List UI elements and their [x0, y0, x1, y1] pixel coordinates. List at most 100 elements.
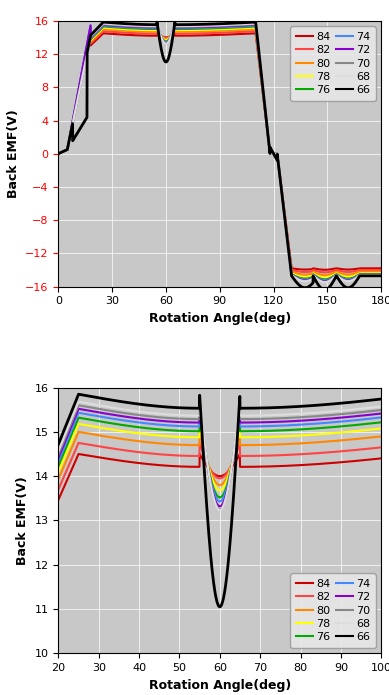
80 — [76, 427, 81, 436]
68 — [56, 149, 61, 158]
70 — [322, 277, 327, 286]
Line: 74: 74 — [0, 413, 389, 695]
70 — [101, 20, 105, 28]
74 — [131, 418, 136, 426]
72 — [131, 414, 136, 422]
80 — [379, 268, 384, 276]
72 — [179, 418, 183, 426]
78 — [322, 274, 327, 282]
66 — [322, 286, 327, 294]
Line: 68: 68 — [0, 402, 389, 695]
66 — [125, 19, 130, 28]
78 — [131, 429, 136, 437]
68 — [76, 398, 81, 406]
66 — [56, 149, 61, 158]
76 — [146, 25, 151, 33]
74 — [125, 23, 130, 31]
Line: 66: 66 — [58, 22, 381, 290]
66 — [179, 404, 183, 412]
82 — [131, 448, 136, 456]
76 — [125, 24, 130, 33]
70 — [257, 53, 262, 61]
68 — [379, 271, 384, 279]
Line: 74: 74 — [58, 26, 381, 280]
76 — [251, 22, 256, 31]
68 — [349, 277, 353, 285]
78 — [379, 269, 384, 277]
78 — [257, 56, 262, 64]
Line: 82: 82 — [58, 31, 381, 272]
80 — [125, 26, 130, 35]
82 — [379, 265, 384, 274]
70 — [349, 277, 353, 285]
84 — [379, 264, 384, 272]
82 — [76, 439, 81, 447]
Line: 80: 80 — [58, 29, 381, 275]
Line: 72: 72 — [58, 25, 381, 281]
70 — [56, 149, 61, 158]
Line: 78: 78 — [0, 424, 389, 695]
72 — [101, 21, 105, 29]
76 — [131, 423, 136, 431]
84 — [257, 60, 262, 68]
70 — [251, 20, 256, 28]
72 — [125, 22, 130, 31]
66 — [379, 272, 384, 280]
66 — [101, 18, 105, 26]
74 — [76, 409, 81, 417]
78 — [349, 272, 353, 281]
70 — [131, 410, 136, 418]
82 — [379, 265, 384, 274]
80 — [146, 27, 151, 35]
72 — [379, 270, 384, 279]
66 — [257, 51, 262, 60]
78 — [76, 420, 81, 428]
76 — [379, 270, 384, 278]
68 — [131, 407, 136, 415]
72 — [146, 23, 151, 31]
Line: 72: 72 — [0, 409, 389, 695]
84 — [179, 462, 183, 471]
66 — [251, 18, 256, 26]
68 — [101, 19, 105, 28]
84 — [349, 265, 353, 274]
72 — [76, 404, 81, 413]
Line: 78: 78 — [58, 28, 381, 278]
Line: 84: 84 — [58, 33, 381, 270]
Line: 68: 68 — [58, 24, 381, 282]
Line: 70: 70 — [0, 405, 389, 695]
74 — [146, 24, 151, 32]
80 — [179, 441, 183, 449]
74 — [179, 422, 183, 430]
Line: 80: 80 — [0, 432, 389, 695]
76 — [76, 414, 81, 422]
X-axis label: Rotation Angle(deg): Rotation Angle(deg) — [149, 678, 291, 692]
X-axis label: Rotation Angle(deg): Rotation Angle(deg) — [149, 312, 291, 325]
80 — [349, 270, 353, 279]
76 — [349, 274, 353, 282]
84 — [322, 265, 327, 274]
84 — [125, 31, 130, 39]
66 — [349, 283, 353, 291]
Y-axis label: Back EMF(V): Back EMF(V) — [7, 109, 19, 198]
82 — [101, 27, 105, 35]
80 — [322, 271, 327, 279]
66 — [146, 20, 151, 28]
78 — [56, 149, 61, 158]
76 — [56, 149, 61, 158]
68 — [257, 52, 262, 60]
66 — [379, 272, 384, 280]
76 — [257, 55, 262, 63]
Line: 82: 82 — [0, 443, 389, 695]
84 — [56, 149, 61, 158]
72 — [56, 149, 61, 158]
80 — [379, 268, 384, 276]
68 — [322, 278, 327, 286]
68 — [379, 271, 384, 279]
80 — [251, 25, 256, 33]
82 — [146, 29, 151, 38]
76 — [179, 427, 183, 435]
Line: 70: 70 — [58, 24, 381, 281]
78 — [179, 433, 183, 441]
Legend: 84, 82, 80, 78, 76, 74, 72, 70, 68, 66: 84, 82, 80, 78, 76, 74, 72, 70, 68, 66 — [291, 26, 376, 101]
